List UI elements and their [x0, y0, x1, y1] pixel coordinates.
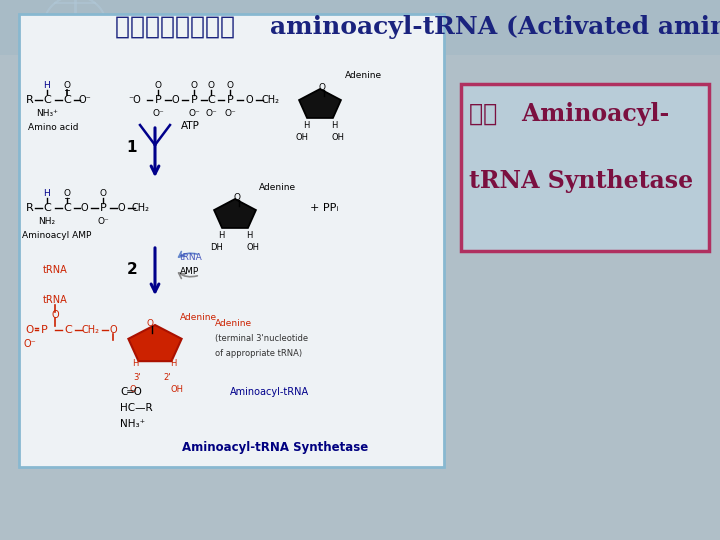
Text: R: R: [26, 203, 34, 213]
Text: O: O: [171, 95, 179, 105]
Text: 2': 2': [163, 374, 171, 382]
Text: AMP: AMP: [180, 267, 199, 276]
Text: 2: 2: [127, 262, 138, 278]
Text: Adenine: Adenine: [215, 319, 252, 327]
Text: O⁻: O⁻: [205, 109, 217, 118]
Text: O: O: [26, 325, 34, 335]
Text: O⁻: O⁻: [152, 109, 164, 118]
Text: O⁻: O⁻: [97, 217, 109, 226]
Polygon shape: [214, 199, 256, 228]
Text: OH: OH: [246, 242, 259, 252]
Text: C: C: [207, 95, 215, 105]
Text: H: H: [330, 120, 337, 130]
Bar: [19, 14, 444, 467]
Text: Aminoacyl-tRNA Synthetase: Aminoacyl-tRNA Synthetase: [182, 442, 368, 455]
Text: O⁻: O⁻: [224, 109, 236, 118]
Text: Aminoacyl AMP: Aminoacyl AMP: [22, 232, 91, 240]
Text: of appropriate tRNA): of appropriate tRNA): [215, 348, 302, 357]
Text: Aminoacyl-tRNA: Aminoacyl-tRNA: [230, 387, 309, 397]
Text: H: H: [132, 359, 138, 368]
Text: H: H: [44, 82, 50, 91]
Polygon shape: [128, 325, 181, 361]
Text: H: H: [303, 120, 309, 130]
Text: O: O: [155, 82, 161, 91]
Text: H: H: [218, 231, 224, 240]
Text: tRNA: tRNA: [180, 253, 203, 261]
Text: OH: OH: [295, 132, 308, 141]
Text: O: O: [51, 310, 59, 320]
Text: O: O: [246, 95, 253, 105]
Text: C: C: [64, 325, 72, 335]
Text: P: P: [227, 95, 233, 105]
Text: tRNA Synthetase: tRNA Synthetase: [469, 169, 693, 193]
Text: CH₂: CH₂: [262, 95, 280, 105]
Text: O: O: [207, 82, 215, 91]
Text: C: C: [63, 203, 71, 213]
Text: O: O: [63, 190, 71, 199]
Text: O: O: [191, 82, 197, 91]
Text: C: C: [63, 95, 71, 105]
Text: C: C: [43, 203, 51, 213]
Text: O: O: [80, 203, 88, 213]
Text: O: O: [227, 82, 233, 91]
Text: O: O: [130, 386, 136, 395]
Text: (terminal 3'nucleotide: (terminal 3'nucleotide: [215, 334, 308, 343]
Text: ใช   Aminoacyl-: ใช Aminoacyl-: [469, 102, 669, 126]
Text: Adenine: Adenine: [259, 183, 296, 192]
Text: P: P: [191, 95, 197, 105]
Text: + PPᵢ: + PPᵢ: [310, 203, 338, 213]
Text: 3': 3': [133, 374, 141, 382]
Text: P: P: [40, 325, 48, 335]
Text: O: O: [146, 319, 153, 327]
Text: tRNA: tRNA: [42, 265, 68, 275]
Text: 1: 1: [127, 140, 138, 156]
Text: O: O: [233, 192, 240, 201]
Text: H: H: [44, 190, 50, 199]
Text: tRNA: tRNA: [42, 295, 68, 305]
Text: H: H: [246, 231, 252, 240]
Text: O: O: [99, 190, 107, 199]
Text: NH₂: NH₂: [38, 218, 55, 226]
Text: Adenine: Adenine: [345, 71, 382, 79]
Text: NH₃⁺: NH₃⁺: [120, 419, 145, 429]
Text: P: P: [155, 95, 161, 105]
Text: O: O: [318, 83, 325, 91]
Text: OH: OH: [331, 132, 344, 141]
FancyArrowPatch shape: [151, 128, 159, 174]
Text: HC—R: HC—R: [120, 403, 153, 413]
Text: ⁻O: ⁻O: [129, 95, 141, 105]
Text: O: O: [117, 203, 125, 213]
Text: Adenine: Adenine: [180, 313, 217, 321]
Polygon shape: [299, 89, 341, 118]
Text: O⁻: O⁻: [188, 109, 200, 118]
Text: H: H: [170, 359, 176, 368]
Text: P: P: [99, 203, 107, 213]
Text: การสร้าง    aminoacyl-tRNA (Activated amino: การสร้าง aminoacyl-tRNA (Activated amino: [115, 15, 720, 39]
Text: OH: OH: [171, 386, 184, 395]
Text: CH₂: CH₂: [81, 325, 99, 335]
Text: C: C: [43, 95, 51, 105]
Bar: [461, 84, 709, 251]
FancyArrowPatch shape: [151, 248, 159, 292]
Text: DH: DH: [210, 242, 223, 252]
Text: O⁻: O⁻: [78, 95, 91, 105]
Bar: [0, 0, 720, 55]
Text: Amino acid: Amino acid: [28, 124, 78, 132]
Text: O: O: [109, 325, 117, 335]
Text: NH₃⁺: NH₃⁺: [36, 110, 58, 118]
Text: O⁻: O⁻: [24, 339, 37, 349]
Text: R: R: [26, 95, 34, 105]
Text: O: O: [63, 82, 71, 91]
Text: CH₂: CH₂: [132, 203, 150, 213]
Text: C═O: C═O: [120, 387, 142, 397]
Text: ATP: ATP: [181, 121, 199, 131]
